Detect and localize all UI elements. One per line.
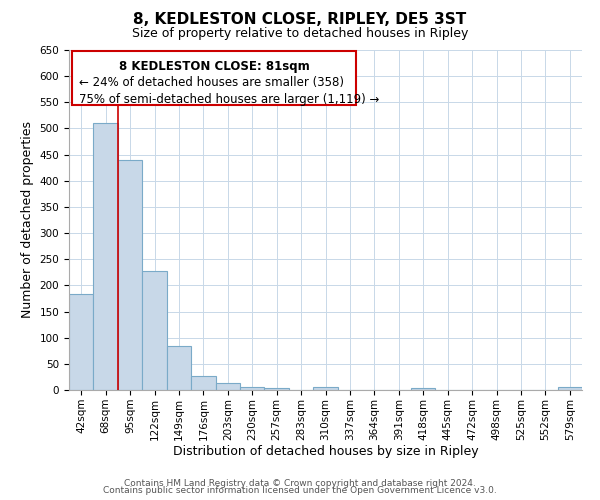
Bar [167,346,191,390]
Text: 8 KEDLESTON CLOSE: 81sqm: 8 KEDLESTON CLOSE: 81sqm [119,60,309,73]
Bar [265,388,289,390]
Bar [142,272,167,390]
Y-axis label: Number of detached properties: Number of detached properties [21,122,34,318]
X-axis label: Distribution of detached houses by size in Ripley: Distribution of detached houses by size … [173,446,478,458]
Bar [215,383,240,390]
Text: Size of property relative to detached houses in Ripley: Size of property relative to detached ho… [132,28,468,40]
Bar [411,388,436,390]
FancyBboxPatch shape [71,52,356,105]
Bar [313,388,338,390]
Bar [69,294,94,390]
Bar [191,376,215,390]
Text: Contains public sector information licensed under the Open Government Licence v3: Contains public sector information licen… [103,486,497,495]
Text: ← 24% of detached houses are smaller (358): ← 24% of detached houses are smaller (35… [79,76,344,89]
Text: Contains HM Land Registry data © Crown copyright and database right 2024.: Contains HM Land Registry data © Crown c… [124,478,476,488]
Text: 75% of semi-detached houses are larger (1,119) →: 75% of semi-detached houses are larger (… [79,93,380,106]
Bar [240,388,265,390]
Text: 8, KEDLESTON CLOSE, RIPLEY, DE5 3ST: 8, KEDLESTON CLOSE, RIPLEY, DE5 3ST [133,12,467,28]
Bar [118,160,142,390]
Bar [94,123,118,390]
Bar [557,388,582,390]
